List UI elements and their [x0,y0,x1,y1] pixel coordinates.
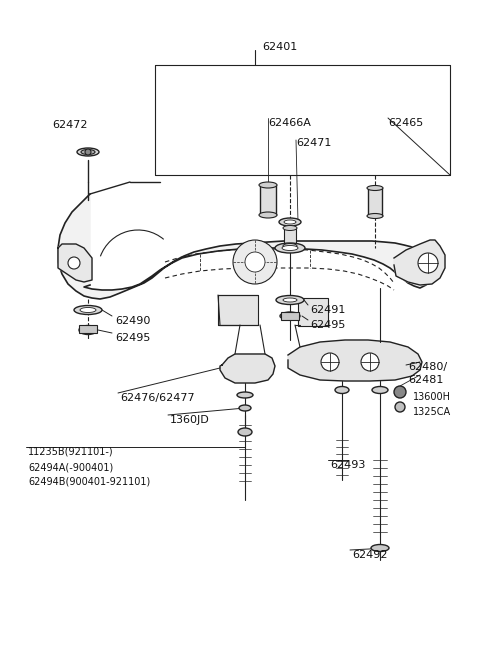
Bar [260,185,276,215]
Polygon shape [220,354,275,383]
Text: 62494B(900401-921101): 62494B(900401-921101) [28,477,150,487]
Ellipse shape [279,218,301,226]
Ellipse shape [275,243,305,253]
Ellipse shape [80,307,96,313]
Text: 62493: 62493 [330,460,365,470]
Text: 62495: 62495 [310,320,346,330]
Circle shape [85,149,91,155]
Text: 62476/62477: 62476/62477 [120,393,194,403]
Text: 62492: 62492 [352,550,387,560]
Circle shape [68,257,80,269]
Text: 62472: 62472 [52,120,87,130]
Ellipse shape [335,386,349,394]
Circle shape [418,253,438,273]
Ellipse shape [259,182,277,188]
Ellipse shape [283,244,297,248]
Ellipse shape [371,545,389,551]
Text: 62401: 62401 [262,42,297,52]
Ellipse shape [282,246,298,250]
Ellipse shape [239,405,251,411]
Bar [218,295,258,325]
Text: 62491: 62491 [310,305,346,315]
Text: 62466A: 62466A [268,118,311,128]
Polygon shape [58,244,92,282]
Circle shape [361,353,379,371]
Ellipse shape [283,225,297,231]
Text: 11235B(921101-): 11235B(921101-) [28,447,114,457]
Ellipse shape [367,214,383,219]
Text: 62471: 62471 [296,138,331,148]
Text: 62494A(-900401): 62494A(-900401) [28,462,113,472]
Bar [298,298,328,326]
Bar [79,325,97,333]
Circle shape [394,386,406,398]
Ellipse shape [372,386,388,394]
Polygon shape [394,240,445,285]
Ellipse shape [259,212,277,218]
Text: 62480/: 62480/ [408,362,447,372]
Ellipse shape [276,296,304,304]
Polygon shape [288,340,422,381]
Ellipse shape [74,306,102,315]
Ellipse shape [280,312,300,320]
Circle shape [395,402,405,412]
Text: 1360JD: 1360JD [170,415,210,425]
Text: 62495: 62495 [115,333,150,343]
Ellipse shape [237,392,253,398]
Ellipse shape [284,220,296,224]
Ellipse shape [238,428,252,436]
Text: 13600H: 13600H [413,392,451,402]
Text: 62490: 62490 [115,316,150,326]
Ellipse shape [79,325,97,334]
Ellipse shape [81,150,95,154]
Circle shape [245,252,265,272]
Circle shape [233,240,277,284]
Text: 62465: 62465 [388,118,423,128]
Circle shape [321,353,339,371]
Ellipse shape [77,148,99,156]
Bar [284,228,296,246]
Text: 62481: 62481 [408,375,444,385]
Bar [368,188,382,216]
Ellipse shape [367,185,383,191]
Polygon shape [58,194,432,299]
Bar [281,312,299,320]
Ellipse shape [283,298,297,302]
Text: 1325CA: 1325CA [413,407,451,417]
